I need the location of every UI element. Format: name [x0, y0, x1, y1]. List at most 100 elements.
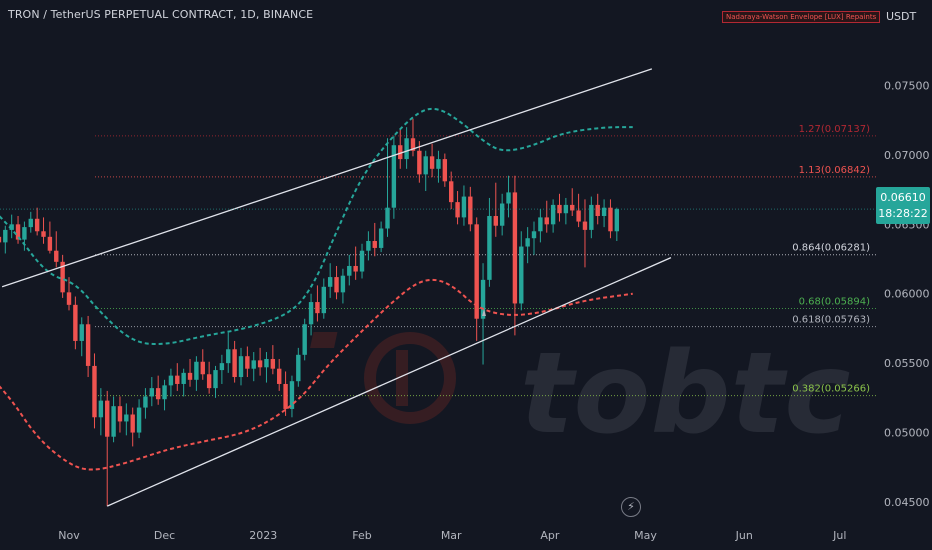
up-arrow-marker-icon [482, 309, 486, 316]
candle-body [187, 372, 193, 380]
candle-body [455, 202, 460, 218]
candle-body [175, 375, 180, 384]
fib-label-0: 1.27(0.07137) [799, 124, 871, 135]
candle-body [34, 218, 40, 232]
candle-body [277, 368, 282, 384]
candle-body [595, 204, 600, 217]
candle-body [117, 406, 123, 422]
candle-body [601, 207, 607, 217]
candle-body [544, 217, 549, 225]
currency-label[interactable]: USDT [886, 10, 917, 23]
time-tick-label: Feb [352, 529, 371, 542]
plot-area [0, 68, 876, 507]
price-tick-label: 0.06000 [884, 288, 930, 301]
candle-body [474, 224, 479, 319]
time-tick-label: Nov [58, 529, 80, 542]
candle-body [480, 279, 486, 319]
price-tick-label: 0.07000 [884, 149, 930, 162]
candle-body [9, 224, 14, 230]
lower-envelope-line [0, 278, 633, 471]
candle-body [531, 231, 537, 239]
fib-label-3: 0.68(0.05894) [799, 296, 871, 307]
fib-label-5: 0.382(0.05266) [792, 384, 870, 395]
candle-body [111, 406, 116, 437]
candle-body [614, 209, 620, 232]
candle-body [60, 261, 65, 293]
candle-body [563, 204, 569, 214]
time-tick-label: Mar [441, 529, 462, 542]
indicator-label[interactable]: Nadaraya-Watson Envelope [LUX] Repaints [722, 11, 881, 23]
candle-body [162, 385, 167, 400]
candles [0, 118, 620, 507]
price-tick-label: 0.05000 [884, 427, 930, 440]
candle-body [576, 210, 581, 222]
trendline-0 [1, 68, 653, 288]
candle-body [582, 221, 588, 230]
price-axis-labels: 0.075000.070000.065000.060000.055000.050… [884, 80, 930, 509]
candle-body [124, 414, 129, 422]
candle-body [181, 372, 186, 384]
candle-body [442, 159, 448, 182]
bar-countdown: 18:28:22 [878, 207, 927, 220]
candle-body [385, 207, 390, 229]
candle-body [283, 383, 288, 409]
trendline-1 [106, 257, 672, 507]
candle-body [136, 407, 142, 433]
candle-body [493, 216, 498, 226]
candle-body [289, 381, 295, 409]
candle-body [257, 360, 263, 368]
candle-body [149, 388, 155, 397]
current-price-value: 0.06610 [880, 191, 926, 204]
trendlines [0, 68, 876, 507]
time-tick-label: Dec [154, 529, 175, 542]
fib-levels [95, 135, 876, 397]
current-price-badge: 0.06610 18:28:22 [876, 187, 930, 224]
candle-body [98, 400, 104, 418]
lightning-icon[interactable]: ⚡ [621, 497, 641, 517]
time-axis[interactable]: Nov Dec 2023 Feb Mar Apr May Jun Jul [58, 529, 846, 542]
candle-body [378, 228, 384, 248]
price-axis[interactable] [876, 0, 932, 550]
candle-body [0, 236, 2, 243]
candle-body [436, 159, 441, 169]
candle-body [302, 324, 307, 355]
candle-body [404, 138, 409, 160]
candle-body [315, 302, 320, 314]
candle-body [28, 218, 33, 228]
candle-body [321, 286, 326, 314]
candle-body [468, 196, 473, 225]
candle-body [41, 231, 46, 237]
candle-body [296, 354, 301, 382]
candle-body [238, 356, 244, 378]
candle-body [589, 204, 594, 230]
candle-body [264, 358, 269, 368]
symbol-title[interactable]: TRON / TetherUS PERPETUAL CONTRACT, 1D, … [8, 8, 314, 21]
time-tick-label: Jul [832, 529, 846, 542]
candle-body [15, 224, 21, 240]
envelope-bands [0, 107, 633, 471]
candle-body [359, 250, 365, 272]
candle-body [22, 227, 27, 240]
candle-body [130, 414, 135, 433]
candle-body [449, 181, 454, 203]
candle-body [245, 356, 250, 369]
time-tick-label: 2023 [249, 529, 277, 542]
price-tick-label: 0.04500 [884, 496, 930, 509]
candle-body [206, 374, 212, 389]
candle-body [487, 216, 492, 280]
candle-body [550, 204, 556, 225]
candle-body [85, 324, 91, 366]
candle-body [3, 229, 8, 243]
candle-body [232, 349, 237, 378]
candle-body [47, 236, 53, 251]
fib-labels: 1.27(0.07137) 1.13(0.06842) 0.864(0.06281)… [792, 124, 870, 395]
time-tick-label: Apr [540, 529, 560, 542]
fib-label-1: 1.13(0.06842) [799, 165, 871, 176]
candle-body [499, 203, 505, 226]
candle-body [270, 358, 276, 369]
candle-body [512, 192, 518, 304]
candle-body [327, 277, 333, 287]
upper-envelope-line [0, 107, 633, 346]
